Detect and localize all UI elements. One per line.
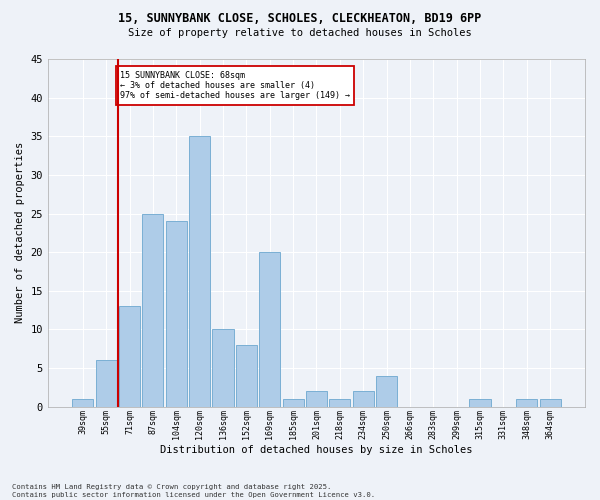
- Text: Size of property relative to detached houses in Scholes: Size of property relative to detached ho…: [128, 28, 472, 38]
- Bar: [376, 376, 397, 406]
- Bar: [469, 399, 491, 406]
- Bar: [212, 330, 233, 406]
- Bar: [329, 399, 350, 406]
- X-axis label: Distribution of detached houses by size in Scholes: Distribution of detached houses by size …: [160, 445, 473, 455]
- Bar: [166, 221, 187, 406]
- Bar: [189, 136, 210, 406]
- Bar: [259, 252, 280, 406]
- Bar: [539, 399, 560, 406]
- Bar: [236, 345, 257, 406]
- Bar: [353, 391, 374, 406]
- Bar: [306, 391, 327, 406]
- Text: Contains HM Land Registry data © Crown copyright and database right 2025.
Contai: Contains HM Land Registry data © Crown c…: [12, 484, 375, 498]
- Text: 15 SUNNYBANK CLOSE: 68sqm
← 3% of detached houses are smaller (4)
97% of semi-de: 15 SUNNYBANK CLOSE: 68sqm ← 3% of detach…: [120, 70, 350, 101]
- Bar: [142, 214, 163, 406]
- Bar: [283, 399, 304, 406]
- Bar: [119, 306, 140, 406]
- Bar: [95, 360, 117, 406]
- Y-axis label: Number of detached properties: Number of detached properties: [15, 142, 25, 324]
- Bar: [516, 399, 537, 406]
- Text: 15, SUNNYBANK CLOSE, SCHOLES, CLECKHEATON, BD19 6PP: 15, SUNNYBANK CLOSE, SCHOLES, CLECKHEATO…: [118, 12, 482, 26]
- Bar: [73, 399, 94, 406]
